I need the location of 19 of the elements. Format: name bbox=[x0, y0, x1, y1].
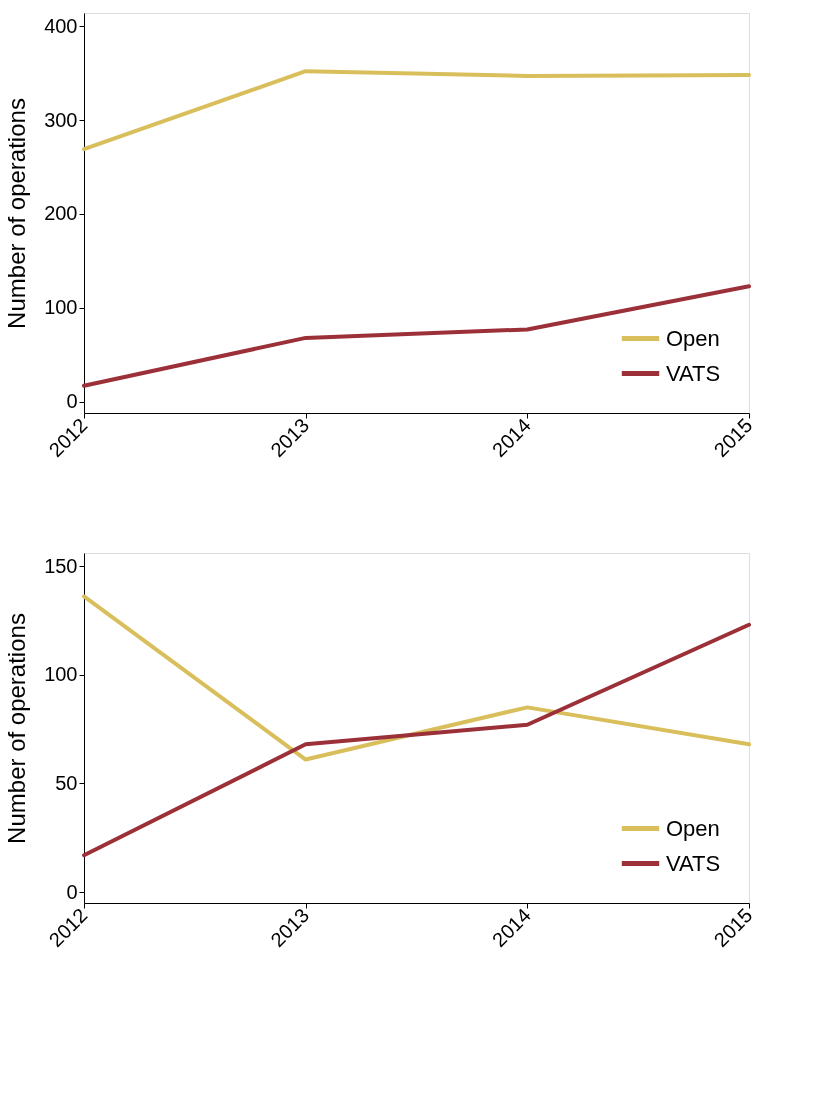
y-axis-title: Number of operations bbox=[3, 98, 31, 329]
y-tick-label: 300 bbox=[44, 108, 78, 131]
legend-label: VATS bbox=[666, 360, 721, 386]
y-tick-label: 400 bbox=[44, 14, 78, 37]
line-series bbox=[82, 284, 751, 388]
y-tick-label: 0 bbox=[66, 390, 78, 413]
line-series bbox=[82, 594, 751, 762]
y-axis-title: Number of operations bbox=[3, 613, 31, 844]
line-series bbox=[82, 69, 751, 152]
y-tick-label: 150 bbox=[44, 554, 78, 577]
y-tick-label: 50 bbox=[55, 771, 78, 794]
y-tick-label: 100 bbox=[44, 663, 78, 686]
y-tick-label: 0 bbox=[66, 880, 78, 903]
legend-label: Open bbox=[666, 325, 720, 351]
line-series bbox=[82, 622, 751, 858]
y-tick-label: 100 bbox=[44, 296, 78, 319]
legend-label: VATS bbox=[666, 850, 721, 876]
legend-label: Open bbox=[666, 815, 720, 841]
y-tick-label: 200 bbox=[44, 202, 78, 225]
